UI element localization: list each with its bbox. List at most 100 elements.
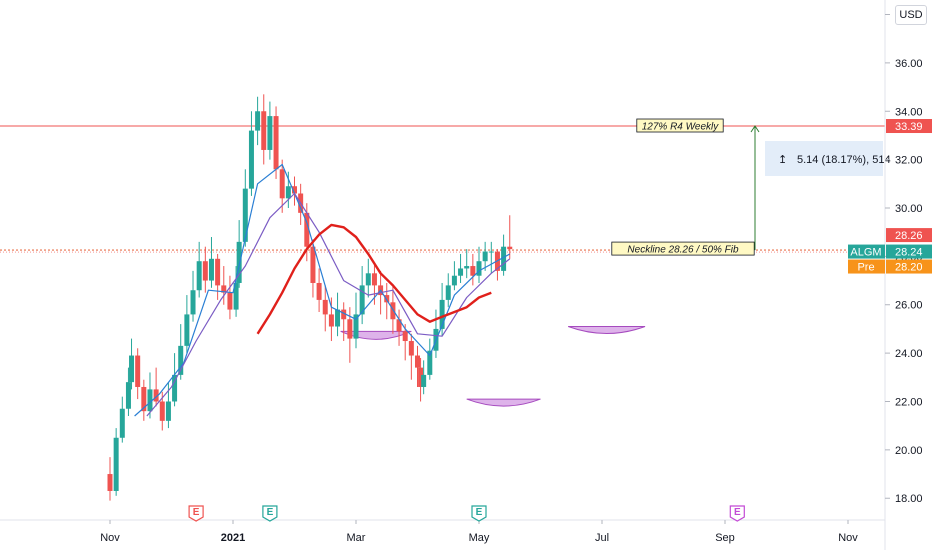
price-tag-value: 28.26 bbox=[895, 230, 923, 242]
candle-body bbox=[125, 382, 131, 409]
x-tick-label: Jul bbox=[595, 532, 609, 544]
candle-body bbox=[488, 251, 494, 253]
candle-body bbox=[184, 314, 190, 346]
earnings-marker: E bbox=[262, 505, 278, 522]
cup-2 bbox=[466, 398, 541, 407]
currency-label[interactable]: USD bbox=[895, 5, 927, 25]
measure-tool: ↥ 5.14 (18.17%), 514 bbox=[750, 125, 891, 251]
price-tag-value: 28.24 bbox=[895, 247, 923, 259]
x-tick-label: May bbox=[469, 532, 490, 544]
candle-body bbox=[208, 258, 214, 281]
candle-body bbox=[402, 331, 408, 342]
candle-body bbox=[507, 246, 513, 250]
candle-body bbox=[202, 261, 208, 281]
earnings-marker: E bbox=[188, 505, 204, 522]
price-tag-value: 33.39 bbox=[895, 121, 923, 133]
candle-body bbox=[255, 111, 261, 131]
candle-body bbox=[279, 169, 285, 199]
neckline-label: Neckline 28.26 / 50% Fib bbox=[611, 241, 755, 256]
ma-mid-line bbox=[146, 192, 511, 417]
price-tag-bg bbox=[886, 228, 932, 243]
candle-body bbox=[439, 299, 445, 329]
candle-body bbox=[196, 261, 202, 291]
y-tick-label: 22.00 bbox=[895, 396, 923, 408]
price-tag-bg bbox=[886, 244, 932, 259]
candle-body bbox=[153, 389, 159, 402]
candle-body bbox=[421, 374, 427, 387]
candle-body bbox=[304, 212, 310, 247]
r4-weekly-label-text: 127% R4 Weekly bbox=[642, 122, 720, 133]
candle-body bbox=[236, 241, 242, 283]
candle-body bbox=[476, 261, 482, 276]
price-tag-name-bg bbox=[848, 259, 885, 274]
price-tag: 33.39 bbox=[886, 119, 932, 134]
y-tick-label: 26.00 bbox=[895, 300, 923, 312]
candle-body bbox=[328, 314, 334, 327]
candle-body bbox=[107, 474, 113, 491]
candle-body bbox=[292, 186, 297, 194]
candle-body bbox=[396, 319, 402, 332]
candle-body bbox=[233, 282, 239, 310]
earnings-marker-label: E bbox=[267, 507, 274, 518]
r4-weekly-label: 127% R4 Weekly bbox=[636, 118, 724, 133]
earnings-marker: E bbox=[471, 505, 487, 522]
candle-body bbox=[464, 266, 470, 269]
candle-body bbox=[172, 374, 178, 402]
x-tick-label: Nov bbox=[838, 532, 858, 544]
neckline-label-box bbox=[611, 241, 755, 256]
candle-body bbox=[165, 401, 171, 421]
candle-body bbox=[501, 246, 507, 271]
candle-body bbox=[129, 355, 135, 383]
candle-body bbox=[418, 367, 424, 387]
candle-body bbox=[178, 345, 184, 375]
levels: 127% R4 Weekly Neckline 28.26 / 50% Fib bbox=[0, 118, 885, 256]
earnings-marker-shape bbox=[471, 505, 487, 522]
cup-3 bbox=[568, 326, 646, 334]
candle-body bbox=[119, 408, 125, 438]
price-tag: 28.26 bbox=[886, 228, 932, 243]
candle-body bbox=[135, 355, 141, 387]
y-tick-label: 36.00 bbox=[895, 58, 923, 70]
measure-icon: ↥ bbox=[778, 154, 787, 166]
candle-body bbox=[215, 258, 221, 286]
price-tag-name-bg bbox=[848, 244, 885, 259]
candle-body bbox=[285, 186, 291, 199]
earnings-marker-label: E bbox=[734, 507, 741, 518]
candle-body bbox=[408, 341, 414, 356]
candles bbox=[107, 94, 513, 501]
measure-arrowhead bbox=[750, 125, 760, 133]
candle-body bbox=[415, 355, 420, 368]
candle-body bbox=[248, 130, 254, 189]
candle-body bbox=[451, 275, 457, 286]
candle-body bbox=[458, 268, 464, 276]
candle-body bbox=[445, 285, 451, 300]
y-tick-label: 30.00 bbox=[895, 203, 923, 215]
x-tick-label: Nov bbox=[100, 532, 120, 544]
candle-body bbox=[341, 309, 347, 320]
price-tag-name: ALGM bbox=[850, 247, 881, 259]
candle-body bbox=[427, 350, 433, 375]
x-axis: Nov 2021 Mar May Jul Sep Nov bbox=[100, 520, 858, 544]
measure-box bbox=[765, 141, 883, 176]
y-tick-label: 34.00 bbox=[895, 106, 923, 118]
candle-body bbox=[359, 285, 365, 315]
r4-weekly-label-box bbox=[636, 118, 724, 133]
candle-body bbox=[316, 282, 322, 300]
candle-body bbox=[227, 292, 233, 310]
earnings-marker-label: E bbox=[193, 507, 200, 518]
y-tick-label: 24.00 bbox=[895, 348, 923, 360]
candle-body bbox=[221, 285, 227, 293]
ma-short-line bbox=[134, 163, 511, 417]
earnings-marker-shape bbox=[188, 505, 204, 522]
price-tag-bg bbox=[886, 259, 932, 274]
candle-body bbox=[159, 401, 165, 421]
y-tick-label: 32.00 bbox=[895, 155, 923, 167]
earnings-marker-label: E bbox=[476, 507, 483, 518]
candle-body bbox=[353, 314, 359, 339]
candle-body bbox=[322, 299, 328, 315]
candle-body bbox=[335, 309, 341, 327]
